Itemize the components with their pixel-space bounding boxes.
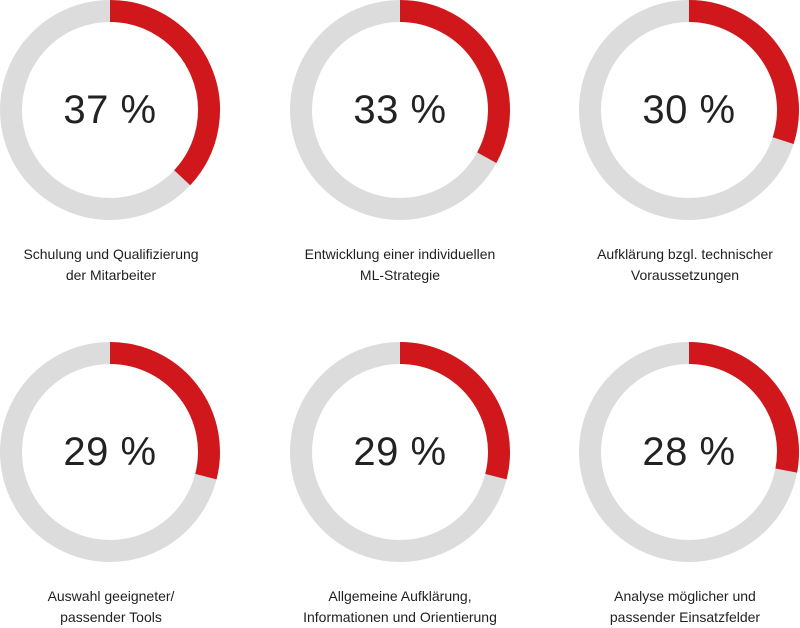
- donut-chart-4: [290, 342, 510, 562]
- category-label-line-1: Allgemeine Aufklärung,: [328, 588, 472, 604]
- chart-cell-5: 28 % Analyse möglicher und passender Ein…: [579, 342, 800, 625]
- percent-label: 29 %: [353, 430, 447, 474]
- category-label-line-2: Informationen und Orientierung: [303, 609, 497, 625]
- donut-chart-2: [579, 0, 799, 220]
- category-label-line-1: Analyse möglicher und: [614, 588, 756, 604]
- chart-cell-4: 29 % Allgemeine Aufklärung, Informatione…: [290, 342, 556, 625]
- chart-cell-0: 37 % Schulung und Qualifizierung der Mit…: [0, 0, 266, 312]
- percent-label: 28 %: [642, 430, 736, 474]
- chart-cell-3: 29 % Auswahl geeigneter/ passender Tools: [0, 342, 266, 625]
- donut-value-arc: [399, 342, 510, 480]
- category-label-line-2: ML-Strategie: [359, 267, 441, 283]
- percent-label: 33 %: [353, 88, 447, 132]
- donut-value-arc: [688, 0, 799, 144]
- category-label-line-1: Schulung und Qualifizierung: [23, 246, 199, 262]
- percent-label: 29 %: [63, 430, 157, 474]
- category-label: Entwicklung einer individuellen ML-Strat…: [270, 244, 530, 286]
- category-label-line-1: Aufklärung bzgl. technischer: [597, 246, 773, 262]
- donut-chart-5: [579, 342, 799, 562]
- category-label-line-1: Entwicklung einer individuellen: [304, 246, 496, 262]
- category-label-line-2: der Mitarbeiter: [65, 267, 157, 283]
- chart-cell-2: 30 % Aufklärung bzgl. technischer Voraus…: [579, 0, 800, 312]
- chart-cell-1: 33 % Entwicklung einer individuellen ML-…: [290, 0, 556, 312]
- donut-value-arc: [109, 0, 220, 186]
- percent-label: 37 %: [63, 88, 157, 132]
- category-label: Aufklärung bzgl. technischer Voraussetzu…: [569, 244, 800, 286]
- category-label: Allgemeine Aufklärung, Informationen und…: [270, 586, 530, 628]
- donut-chart-3: [0, 342, 220, 562]
- percent-label: 30 %: [642, 88, 736, 132]
- donut-value-arc: [688, 342, 799, 473]
- category-label-line-2: passender Einsatzfelder: [609, 609, 761, 625]
- donut-value-arc: [399, 0, 510, 163]
- category-label-line-2: passender Tools: [60, 609, 162, 625]
- category-label: Analyse möglicher und passender Einsatzf…: [569, 586, 800, 628]
- donut-value-arc: [109, 342, 220, 480]
- category-label-line-2: Voraussetzungen: [630, 267, 740, 283]
- category-label: Schulung und Qualifizierung der Mitarbei…: [0, 244, 222, 286]
- donut-chart-0: [0, 0, 220, 220]
- donut-chart-1: [290, 0, 510, 220]
- category-label-line-1: Auswahl geeigneter/: [47, 588, 175, 604]
- category-label: Auswahl geeigneter/ passender Tools: [0, 586, 222, 628]
